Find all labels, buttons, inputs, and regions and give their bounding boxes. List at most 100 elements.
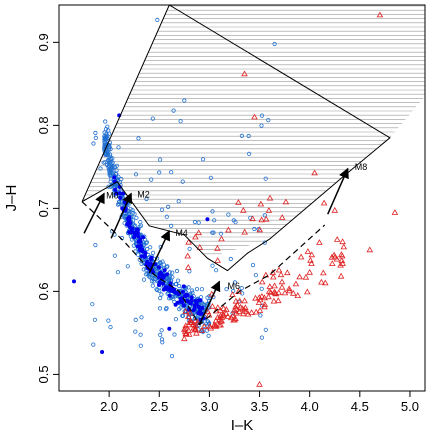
data-point bbox=[151, 279, 156, 284]
data-point bbox=[116, 199, 122, 204]
data-point bbox=[108, 179, 113, 184]
data-point bbox=[199, 302, 204, 307]
data-point bbox=[256, 381, 263, 387]
data-point bbox=[265, 288, 273, 294]
data-point bbox=[281, 289, 289, 296]
data-point bbox=[158, 332, 163, 337]
data-point bbox=[235, 308, 243, 315]
data-point bbox=[391, 209, 399, 215]
data-point bbox=[211, 321, 218, 328]
data-point bbox=[142, 277, 147, 282]
data-point bbox=[157, 272, 162, 277]
data-point bbox=[337, 272, 345, 279]
data-point bbox=[337, 261, 344, 268]
data-point bbox=[178, 119, 183, 124]
data-point bbox=[249, 215, 256, 222]
data-point bbox=[306, 269, 313, 275]
data-point bbox=[102, 149, 107, 154]
data-point bbox=[91, 342, 96, 347]
y-axis-label: J–H bbox=[3, 185, 20, 212]
data-point bbox=[290, 289, 297, 296]
data-point bbox=[157, 306, 163, 311]
data-point bbox=[164, 214, 169, 219]
data-point bbox=[155, 17, 160, 22]
data-point bbox=[134, 215, 139, 220]
x-axis-label: I–K bbox=[231, 417, 254, 434]
data-point bbox=[109, 167, 115, 172]
envelope-line bbox=[81, 5, 391, 272]
data-point bbox=[366, 246, 374, 253]
data-point bbox=[122, 214, 127, 219]
data-point bbox=[93, 243, 98, 248]
data-point bbox=[187, 269, 192, 274]
data-point bbox=[250, 262, 256, 268]
data-point bbox=[143, 250, 148, 255]
data-point bbox=[217, 321, 224, 328]
y-tick-label: 0.5 bbox=[36, 365, 51, 383]
x-tick-label: 5.0 bbox=[401, 399, 419, 414]
data-point bbox=[167, 326, 172, 331]
data-point bbox=[241, 70, 248, 77]
lines-layer bbox=[81, 5, 391, 326]
data-point bbox=[112, 253, 118, 258]
data-point bbox=[144, 196, 149, 202]
data-point bbox=[218, 317, 225, 324]
data-point bbox=[190, 321, 197, 327]
data-point bbox=[171, 108, 176, 113]
arrow bbox=[327, 167, 349, 215]
data-point bbox=[210, 230, 215, 235]
data-point bbox=[220, 304, 227, 311]
data-point bbox=[149, 177, 154, 182]
data-point bbox=[242, 308, 250, 314]
data-point bbox=[331, 206, 339, 213]
data-point bbox=[205, 319, 210, 324]
data-point bbox=[184, 292, 189, 297]
data-point bbox=[176, 278, 181, 283]
data-point bbox=[224, 313, 232, 319]
data-point bbox=[181, 335, 188, 342]
data-point bbox=[169, 223, 174, 228]
annotation-label: M8 bbox=[355, 162, 368, 172]
data-point bbox=[155, 288, 160, 293]
data-point bbox=[209, 303, 216, 309]
data-point bbox=[257, 200, 265, 207]
data-point bbox=[261, 301, 269, 307]
data-point bbox=[159, 328, 164, 333]
data-point bbox=[198, 298, 203, 303]
data-point bbox=[130, 208, 135, 213]
data-point bbox=[174, 268, 180, 274]
data-point bbox=[285, 285, 293, 292]
data-point bbox=[199, 287, 204, 292]
data-point bbox=[270, 273, 277, 280]
data-point bbox=[233, 309, 240, 316]
data-point bbox=[182, 322, 189, 329]
data-point bbox=[180, 313, 185, 318]
data-point bbox=[140, 249, 145, 254]
data-point bbox=[154, 287, 159, 292]
data-point bbox=[200, 157, 206, 162]
data-point bbox=[234, 301, 241, 308]
data-point bbox=[180, 289, 185, 294]
data-point bbox=[333, 236, 341, 242]
data-point bbox=[304, 288, 311, 295]
data-point bbox=[248, 309, 255, 316]
data-point bbox=[130, 230, 135, 235]
y-tick-label: 0.9 bbox=[36, 33, 51, 51]
data-point bbox=[198, 327, 205, 334]
data-point bbox=[149, 256, 153, 261]
data-point bbox=[107, 166, 112, 172]
data-point bbox=[196, 220, 201, 225]
data-point bbox=[113, 187, 118, 192]
data-point bbox=[278, 214, 286, 220]
data-point bbox=[125, 264, 130, 269]
data-point bbox=[103, 127, 109, 132]
data-point bbox=[262, 213, 267, 218]
data-point bbox=[194, 286, 200, 292]
data-point bbox=[108, 324, 113, 330]
data-point bbox=[180, 179, 185, 184]
x-tick-label: 2.5 bbox=[150, 399, 168, 414]
data-point bbox=[150, 116, 155, 121]
data-point bbox=[228, 256, 233, 262]
data-point bbox=[171, 289, 176, 294]
data-point bbox=[259, 335, 264, 340]
